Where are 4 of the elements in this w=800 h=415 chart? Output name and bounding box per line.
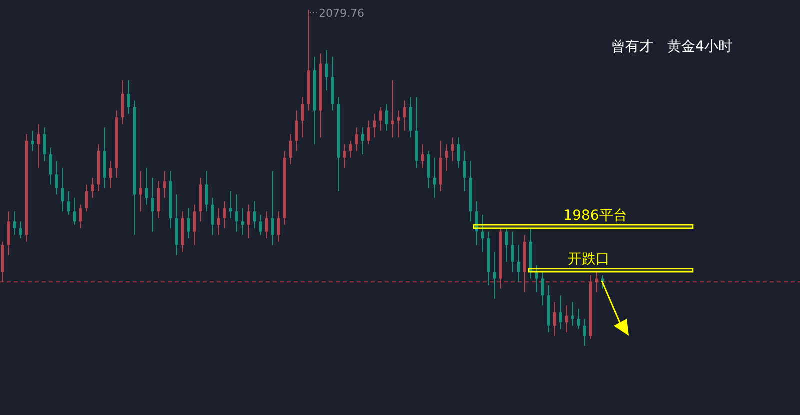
band-label: 1986平台 <box>564 208 628 224</box>
band-label: 开跌口 <box>568 252 610 268</box>
text: 曾有才 黄金4小时 <box>612 39 732 55</box>
annotation: 2079.76 <box>319 7 364 20</box>
